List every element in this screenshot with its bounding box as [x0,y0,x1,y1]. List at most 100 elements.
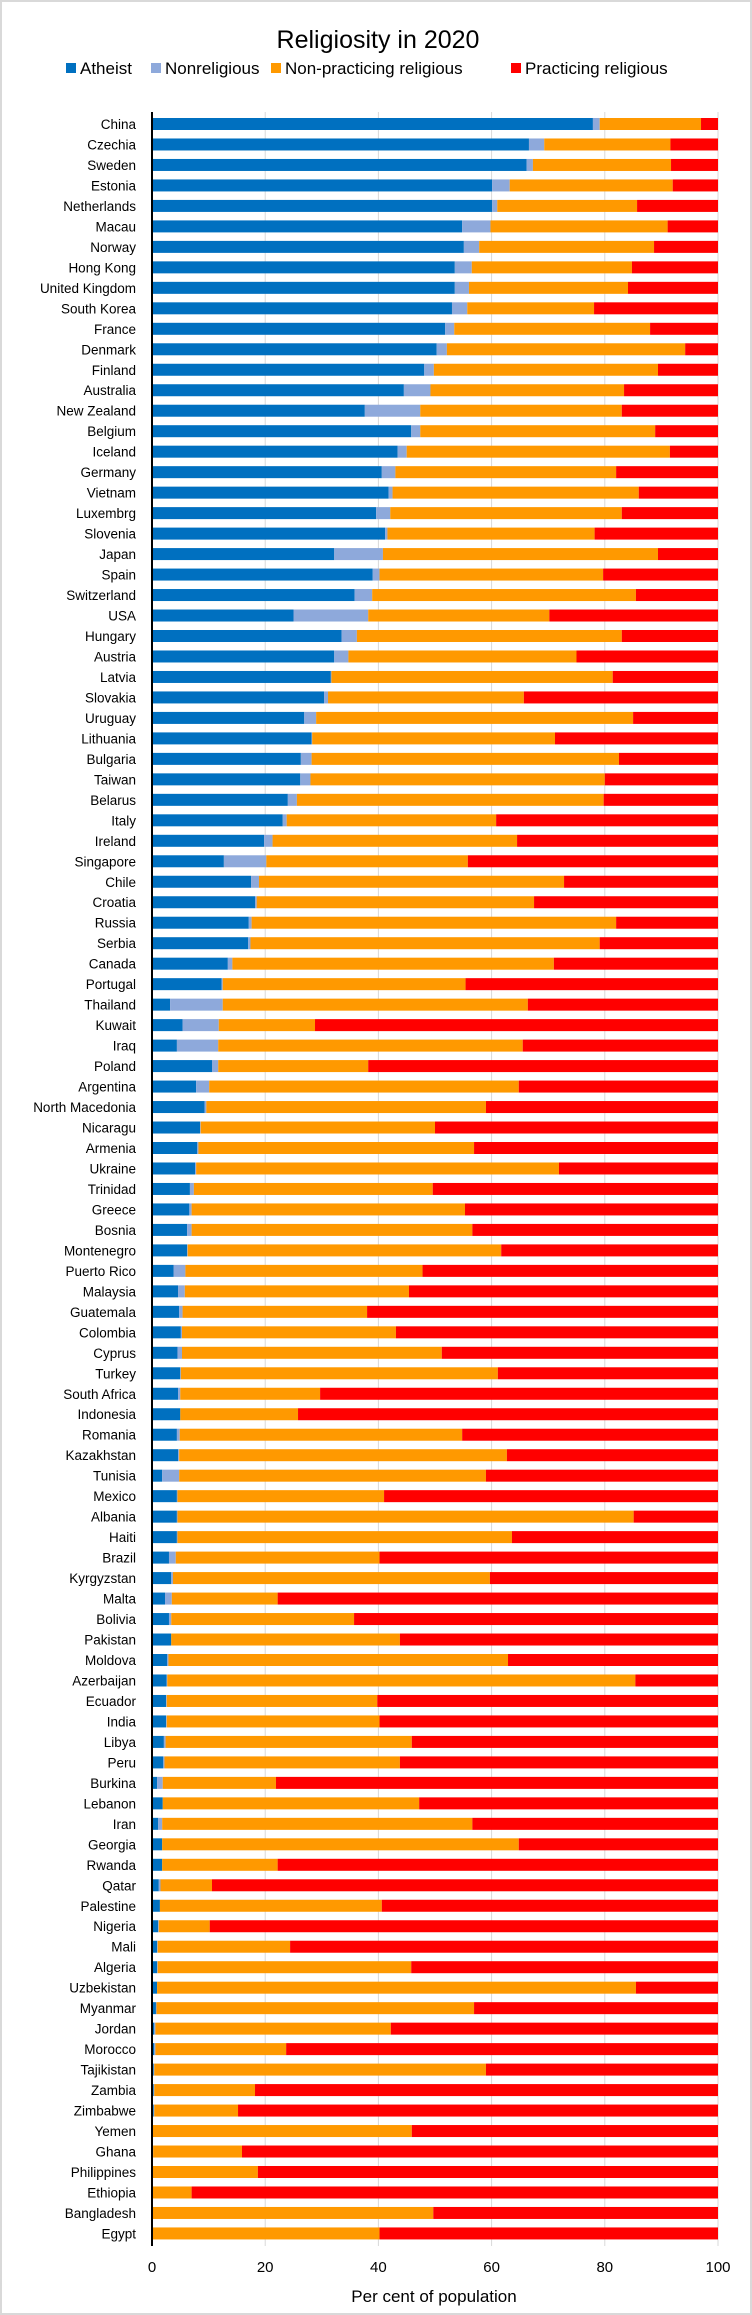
bar-moldova-nonreligious [167,1654,169,1666]
bar-denmark-atheist [152,343,437,356]
legend-swatch-non-practicing-religious [271,63,281,73]
bar-romania-practicing-religious [462,1428,718,1441]
bar-switzerland-non-practicing-religious [372,589,636,602]
bar-egypt-non-practicing-religious [152,2227,380,2240]
bar-russia-atheist [152,916,249,929]
bar-lebanon-practicing-religious [419,1797,718,1810]
bar-portugal-nonreligious [221,978,223,991]
bar-albania-practicing-religious [633,1510,718,1523]
category-label-hong-kong: Hong Kong [68,260,136,275]
category-label-portugal: Portugal [86,977,136,992]
bar-zambia-non-practicing-religious [154,2084,256,2097]
bar-portugal-atheist [152,978,222,991]
bar-belarus-practicing-religious [603,793,718,806]
bar-finland-practicing-religious [658,363,718,376]
bar-norway-non-practicing-religious [479,240,655,253]
category-label-germany: Germany [80,465,136,480]
bar-north-macedonia-atheist [152,1101,205,1114]
bar-kuwait-nonreligious [182,1019,219,1032]
category-label-india: India [107,1714,137,1729]
category-label-usa: USA [108,609,136,624]
x-axis-title: Per cent of population [351,2287,516,2306]
bar-uruguay-atheist [152,711,305,724]
bar-ecuador-nonreligious [166,1694,167,1707]
bar-romania-non-practicing-religious [179,1428,463,1441]
bar-chile-nonreligious [251,875,259,888]
category-label-trinidad: Trinidad [88,1182,136,1197]
bar-north-macedonia-non-practicing-religious [206,1101,486,1114]
bar-bolivia-atheist [152,1613,169,1626]
bar-estonia-non-practicing-religious [509,179,673,192]
category-label-kazakhstan: Kazakhstan [65,1448,136,1463]
bar-belgium-atheist [152,425,412,438]
bar-malaysia-non-practicing-religious [184,1285,409,1298]
bar-germany-nonreligious [381,466,396,479]
category-label-tajikistan: Tajikistan [80,2063,136,2078]
bar-colombia-practicing-religious [395,1326,718,1339]
bar-kyrgyzstan-atheist [152,1572,172,1585]
bar-czechia-non-practicing-religious [544,138,671,151]
category-label-montenegro: Montenegro [64,1243,136,1258]
bar-belarus-atheist [152,793,288,806]
bar-croatia-non-practicing-religious [256,896,535,909]
bar-nigeria-practicing-religious [209,1920,718,1933]
bar-azerbaijan-nonreligious [166,1674,168,1687]
bar-poland-non-practicing-religious [218,1060,369,1073]
bar-morocco-non-practicing-religious [155,2043,287,2056]
bar-bosnia-non-practicing-religious [191,1223,473,1236]
bar-france-nonreligious [445,322,455,335]
bar-belgium-nonreligious [411,425,421,438]
bar-south-korea-practicing-religious [594,302,718,315]
bar-myanmar-atheist [152,2002,156,2015]
bar-algeria-nonreligious [157,1961,158,1974]
bar-belgium-non-practicing-religious [420,425,656,438]
bar-montenegro-atheist [152,1244,188,1257]
bar-argentina-atheist [152,1080,197,1093]
bar-luxembrg-non-practicing-religious [390,507,622,520]
bar-bangladesh-practicing-religious [433,2206,718,2219]
category-label-algeria: Algeria [94,1960,137,1975]
bar-china-atheist [152,118,593,130]
bar-iran-practicing-religious [472,1817,718,1830]
bar-belarus-nonreligious [287,793,297,806]
bar-greece-practicing-religious [464,1203,718,1216]
category-label-armenia: Armenia [86,1141,137,1156]
bar-chile-practicing-religious [564,875,718,888]
bar-malaysia-atheist [152,1285,179,1298]
x-tick-20: 20 [257,2259,274,2276]
bar-iceland-atheist [152,445,398,458]
bar-south-korea-atheist [152,302,452,315]
bar-latvia-non-practicing-religious [331,670,613,683]
bar-united-kingdom-nonreligious [454,281,469,294]
bar-vietnam-non-practicing-religious [392,486,639,499]
bar-malta-atheist [152,1592,166,1605]
bar-germany-non-practicing-religious [395,466,617,479]
category-label-slovenia: Slovenia [84,527,136,542]
bar-uruguay-nonreligious [304,711,317,724]
bar-guatemala-practicing-religious [367,1305,718,1318]
category-label-finland: Finland [92,363,136,378]
bar-greece-non-practicing-religious [191,1203,465,1216]
bar-sweden-atheist [152,158,527,171]
category-label-norway: Norway [90,240,136,255]
bar-south-africa-atheist [152,1387,179,1400]
category-label-qatar: Qatar [102,1878,136,1893]
bar-thailand-practicing-religious [527,998,718,1011]
bar-indonesia-non-practicing-religious [180,1408,299,1421]
bar-thailand-non-practicing-religious [222,998,528,1011]
category-label-luxembrg: Luxembrg [76,506,136,521]
bar-lithuania-nonreligious [311,732,313,745]
category-label-libya: Libya [104,1735,137,1750]
bar-finland-non-practicing-religious [433,363,659,376]
x-tick-80: 80 [596,2259,613,2276]
bar-hungary-non-practicing-religious [356,630,622,642]
bar-italy-nonreligious [282,814,287,827]
bars [152,118,719,2240]
bar-kyrgyzstan-non-practicing-religious [172,1572,490,1585]
category-label-bangladesh: Bangladesh [65,2206,136,2221]
category-label-sweden: Sweden [87,158,136,173]
bar-macau-practicing-religious [667,220,718,233]
legend-label-non-practicing-religious: Non-practicing religious [285,59,463,78]
bar-vietnam-nonreligious [388,486,393,499]
bar-ethiopia-practicing-religious [191,2186,718,2199]
